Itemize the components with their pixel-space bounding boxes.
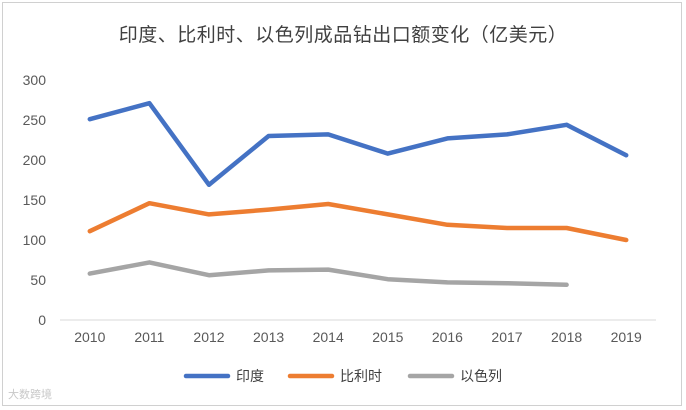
y-tick-label: 50 — [30, 272, 46, 288]
x-tick-label: 2013 — [253, 329, 284, 345]
series-line-印度 — [87, 100, 629, 188]
x-tick-label: 2017 — [491, 329, 522, 345]
series-line-比利时 — [87, 200, 629, 243]
watermark-text: 大数跨境 — [8, 388, 52, 401]
x-tick-label: 2012 — [193, 329, 224, 345]
x-axis-ticks: 2010 2011 2012 2013 2014 2015 2016 2017 2018 2019 — [74, 329, 642, 345]
legend-label: 比利时 — [340, 369, 382, 385]
y-tick-label: 200 — [23, 152, 47, 168]
chart-title: 印度、比利时、以色列成品钻出口额变化（亿美元） — [118, 24, 568, 46]
series-lines — [87, 100, 629, 288]
y-tick-label: 250 — [23, 112, 47, 128]
legend: 印度 比利时 以色列 — [183, 368, 502, 385]
y-tick-label: 300 — [23, 72, 47, 88]
y-axis-ticks: 0 50 100 150 200 250 300 — [23, 72, 47, 328]
x-tick-label: 2010 — [74, 329, 105, 345]
y-tick-label: 150 — [23, 192, 47, 208]
x-tick-label: 2016 — [432, 329, 463, 345]
series-line-以色列 — [87, 260, 569, 288]
y-tick-label: 100 — [23, 232, 47, 248]
x-tick-label: 2014 — [313, 329, 344, 345]
y-tick-label: 0 — [38, 312, 46, 328]
legend-label: 以色列 — [460, 368, 502, 385]
x-tick-label: 2019 — [611, 329, 642, 345]
legend-label: 印度 — [236, 369, 264, 385]
chart-frame — [2, 2, 682, 406]
x-tick-label: 2015 — [372, 329, 403, 345]
x-tick-label: 2011 — [134, 329, 164, 345]
x-tick-label: 2018 — [551, 329, 582, 345]
